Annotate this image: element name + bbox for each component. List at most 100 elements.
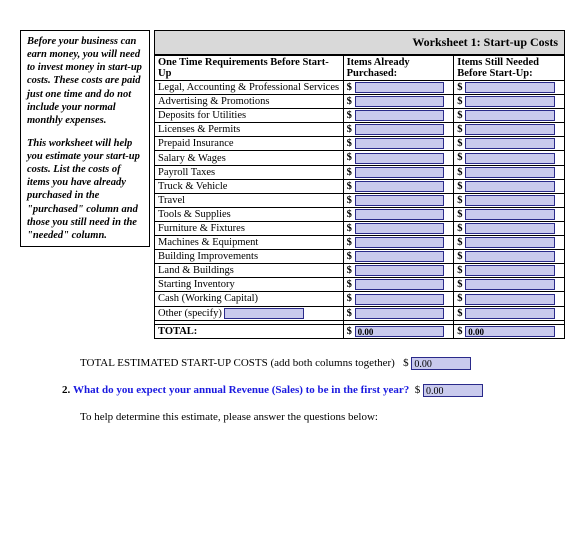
table-row: Prepaid Insurance$$ [155,137,565,151]
currency-symbol: $ [457,209,465,220]
currency-symbol: $ [347,110,355,121]
currency-symbol: $ [457,279,465,290]
currency-symbol: $ [457,82,465,93]
purchased-input[interactable] [355,96,445,107]
needed-input[interactable] [465,223,555,234]
needed-input[interactable] [465,124,555,135]
needed-input[interactable] [465,167,555,178]
currency-symbol: $ [347,82,355,93]
purchased-cell: $ [343,207,454,221]
needed-input[interactable] [465,195,555,206]
table-row: Tools & Supplies$$ [155,207,565,221]
row-label: Building Improvements [155,250,344,264]
needed-cell: $ [454,95,565,109]
needed-input[interactable] [465,209,555,220]
total-needed-input[interactable]: 0.00 [465,326,555,337]
currency-symbol: $ [457,110,465,121]
currency-symbol: $ [457,167,465,178]
question-2-input[interactable]: 0.00 [423,384,483,397]
needed-input[interactable] [465,138,555,149]
total-purchased-input[interactable]: 0.00 [355,326,445,337]
purchased-cell: $ [343,221,454,235]
purchased-cell: $ [343,250,454,264]
table-row: Furniture & Fixtures$$ [155,221,565,235]
needed-cell: $ [454,250,565,264]
needed-input[interactable] [465,181,555,192]
row-label: Legal, Accounting & Professional Service… [155,81,344,95]
purchased-input[interactable] [355,223,445,234]
purchased-input[interactable] [355,237,445,248]
purchased-input[interactable] [355,124,445,135]
needed-cell: $ [454,109,565,123]
currency-symbol: $ [457,326,465,337]
purchased-input[interactable] [355,110,445,121]
total-label: TOTAL: [155,324,344,338]
currency-symbol: $ [347,96,355,107]
worksheet-area: Worksheet 1: Start-up Costs One Time Req… [154,30,565,339]
purchased-input[interactable] [355,181,445,192]
purchased-input[interactable] [355,195,445,206]
currency-symbol: $ [347,293,355,304]
currency-symbol: $ [403,357,409,369]
purchased-input[interactable] [355,153,445,164]
currency-symbol: $ [457,124,465,135]
needed-cell: $ [454,236,565,250]
needed-input[interactable] [465,294,555,305]
needed-input[interactable] [465,96,555,107]
row-label: Prepaid Insurance [155,137,344,151]
purchased-input[interactable] [355,82,445,93]
purchased-input[interactable] [355,138,445,149]
purchased-input[interactable] [355,265,445,276]
currency-symbol: $ [347,326,355,337]
instructions-note: Before your business can earn money, you… [20,30,150,247]
currency-symbol: $ [347,209,355,220]
help-line: To help determine this estimate, please … [80,411,565,423]
needed-cell: $ [454,193,565,207]
row-label: Cash (Working Capital) [155,292,344,306]
currency-symbol: $ [347,195,355,206]
currency-symbol: $ [347,308,355,319]
currency-symbol: $ [457,96,465,107]
currency-symbol: $ [457,251,465,262]
col-header-purchased: Items Already Purchased: [343,56,454,81]
currency-symbol: $ [347,265,355,276]
needed-cell: $ [454,292,565,306]
row-label: Licenses & Permits [155,123,344,137]
question-2-link[interactable]: What do you expect your annual Revenue (… [73,384,409,396]
page: Before your business can earn money, you… [0,0,585,457]
other-purchased-input[interactable] [355,308,445,319]
currency-symbol: $ [457,181,465,192]
currency-symbol: $ [347,279,355,290]
needed-input[interactable] [465,110,555,121]
other-needed-input[interactable] [465,308,555,319]
purchased-input[interactable] [355,167,445,178]
currency-symbol: $ [457,293,465,304]
total-estimated-input[interactable]: 0.00 [411,357,471,370]
currency-symbol: $ [347,124,355,135]
row-label: Furniture & Fixtures [155,221,344,235]
purchased-input[interactable] [355,294,445,305]
row-label: Salary & Wages [155,151,344,165]
col-header-needed: Items Still Needed Before Start-Up: [454,56,565,81]
purchased-cell: $ [343,81,454,95]
purchased-input[interactable] [355,251,445,262]
currency-symbol: $ [347,167,355,178]
total-row: TOTAL:$0.00$0.00 [155,324,565,338]
table-row: Land & Buildings$$ [155,264,565,278]
other-specify-input[interactable] [224,308,304,319]
needed-input[interactable] [465,82,555,93]
other-needed-cell: $ [454,306,565,320]
currency-symbol: $ [457,195,465,206]
purchased-input[interactable] [355,279,445,290]
needed-input[interactable] [465,265,555,276]
currency-symbol: $ [347,251,355,262]
purchased-cell: $ [343,264,454,278]
needed-input[interactable] [465,237,555,248]
needed-input[interactable] [465,251,555,262]
needed-input[interactable] [465,153,555,164]
other-purchased-cell: $ [343,306,454,320]
purchased-input[interactable] [355,209,445,220]
total-estimated-label: TOTAL ESTIMATED START-UP COSTS (add both… [80,357,395,369]
needed-cell: $ [454,179,565,193]
needed-input[interactable] [465,279,555,290]
